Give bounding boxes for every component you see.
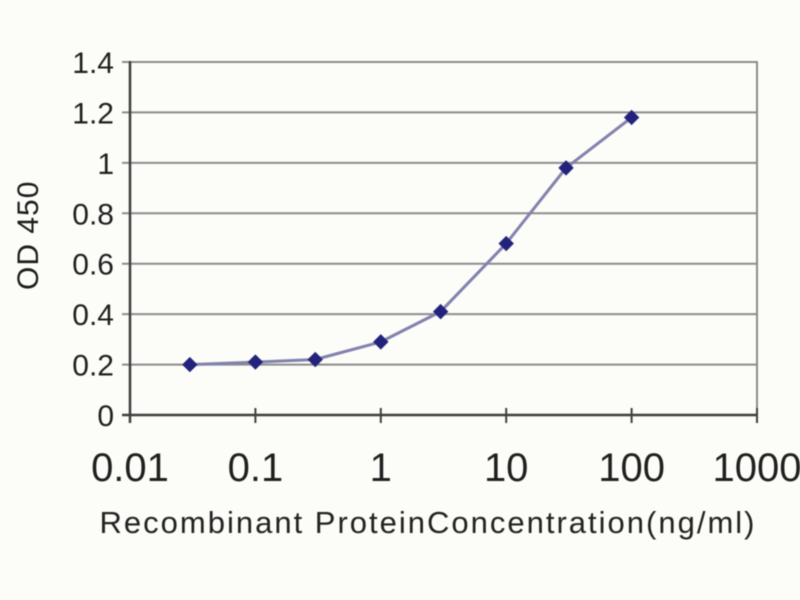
- x-tick-label-1000: 1000: [713, 446, 800, 490]
- data-point-3: [432, 303, 449, 320]
- x-tick-label-0.01: 0.01: [91, 446, 169, 490]
- y-tick-label-0: 0: [97, 400, 114, 433]
- y-tick-label-1: 1: [97, 148, 114, 181]
- y-tick-label-1.2: 1.2: [72, 97, 114, 130]
- y-tick-label-1.4: 1.4: [72, 47, 114, 80]
- y-tick-label-0.8: 0.8: [72, 198, 114, 231]
- y-tick-label-0.2: 0.2: [72, 350, 114, 383]
- x-axis-title: Recombinant ProteinConcentration(ng/ml): [99, 505, 757, 540]
- data-point-0.1: [247, 354, 264, 370]
- x-tick-label-1: 1: [370, 446, 392, 490]
- data-point-0.03: [182, 356, 198, 373]
- y-axis-title: OD 450: [12, 180, 45, 290]
- y-tick-label-0.4: 0.4: [72, 299, 114, 332]
- x-tick-label-0.1: 0.1: [228, 446, 284, 490]
- data-point-100: [623, 109, 640, 126]
- series-line: [188, 116, 634, 367]
- data-point-0.3: [307, 351, 323, 368]
- y-tick-label-0.6: 0.6: [72, 249, 114, 282]
- x-tick-label-100: 100: [598, 446, 665, 490]
- data-point-30: [558, 160, 574, 176]
- data-point-1: [373, 334, 389, 350]
- data-point-10: [498, 235, 514, 252]
- x-tick-label-10: 10: [484, 446, 529, 490]
